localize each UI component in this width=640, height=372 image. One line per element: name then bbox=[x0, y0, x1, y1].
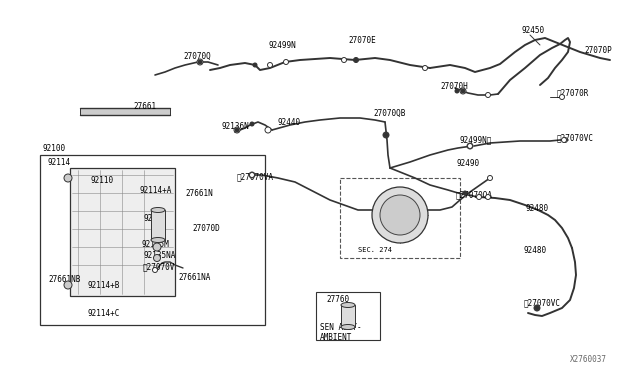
Text: 92114+A: 92114+A bbox=[140, 186, 172, 195]
Bar bbox=[341, 305, 355, 327]
Circle shape bbox=[384, 133, 388, 137]
Text: 92499N: 92499N bbox=[269, 41, 297, 49]
Text: 92480: 92480 bbox=[526, 203, 549, 212]
Text: ‧27070VC: ‧27070VC bbox=[557, 134, 594, 142]
Text: 27070P: 27070P bbox=[584, 45, 612, 55]
Circle shape bbox=[284, 60, 289, 64]
Circle shape bbox=[534, 305, 540, 311]
Text: 92440: 92440 bbox=[278, 118, 301, 126]
Text: ‧27070VA: ‧27070VA bbox=[237, 173, 274, 182]
Bar bbox=[70, 168, 175, 296]
Circle shape bbox=[342, 58, 346, 62]
Ellipse shape bbox=[341, 324, 355, 330]
Circle shape bbox=[486, 195, 490, 199]
Text: AMBIENT: AMBIENT bbox=[320, 333, 353, 341]
Text: 92136N: 92136N bbox=[222, 122, 250, 131]
Circle shape bbox=[561, 138, 566, 142]
Bar bbox=[316, 292, 380, 340]
Circle shape bbox=[461, 89, 465, 93]
Text: 27661NB: 27661NB bbox=[48, 276, 81, 285]
Ellipse shape bbox=[341, 302, 355, 308]
Text: 27661N: 27661N bbox=[185, 189, 212, 198]
Circle shape bbox=[486, 93, 490, 97]
Circle shape bbox=[249, 172, 255, 178]
Circle shape bbox=[372, 187, 428, 243]
Circle shape bbox=[265, 127, 271, 133]
Circle shape bbox=[198, 60, 202, 64]
Circle shape bbox=[455, 89, 459, 93]
Text: 92490: 92490 bbox=[457, 158, 480, 167]
Circle shape bbox=[563, 138, 568, 142]
Text: ‧27070R: ‧27070R bbox=[557, 89, 589, 97]
Text: 92100: 92100 bbox=[42, 144, 65, 153]
Circle shape bbox=[353, 58, 358, 62]
Text: 27070VB: 27070VB bbox=[385, 202, 417, 212]
Ellipse shape bbox=[151, 237, 165, 243]
Text: 92114+C: 92114+C bbox=[87, 308, 120, 317]
Bar bbox=[40, 155, 265, 325]
Ellipse shape bbox=[151, 208, 165, 212]
Circle shape bbox=[236, 128, 239, 132]
Text: 27661NA: 27661NA bbox=[178, 273, 211, 282]
Circle shape bbox=[467, 143, 473, 149]
Text: 27070QB: 27070QB bbox=[373, 109, 405, 118]
Circle shape bbox=[253, 63, 257, 67]
Circle shape bbox=[460, 88, 466, 94]
Bar bbox=[80, 108, 170, 115]
Circle shape bbox=[152, 267, 157, 273]
Circle shape bbox=[422, 65, 428, 71]
Text: 92135M: 92135M bbox=[142, 240, 170, 248]
Circle shape bbox=[354, 58, 358, 62]
Text: SEC. 274: SEC. 274 bbox=[358, 247, 392, 253]
Circle shape bbox=[197, 59, 203, 65]
Text: 92480: 92480 bbox=[524, 246, 547, 254]
Circle shape bbox=[383, 132, 388, 138]
Bar bbox=[151, 210, 165, 240]
Text: ‧27070VC: ‧27070VC bbox=[524, 298, 561, 308]
Text: 92135NA: 92135NA bbox=[143, 250, 175, 260]
Bar bbox=[340, 178, 460, 258]
Text: 92499N‧: 92499N‧ bbox=[460, 135, 492, 144]
Text: ‧27070QA: ‧27070QA bbox=[456, 190, 493, 199]
Circle shape bbox=[64, 174, 72, 182]
Circle shape bbox=[383, 132, 389, 138]
Text: 92114: 92114 bbox=[47, 157, 70, 167]
Circle shape bbox=[488, 176, 493, 180]
Text: 92450: 92450 bbox=[522, 26, 545, 35]
Text: 92130: 92130 bbox=[144, 214, 167, 222]
Circle shape bbox=[463, 191, 467, 195]
Circle shape bbox=[268, 62, 273, 67]
Circle shape bbox=[535, 306, 539, 310]
Circle shape bbox=[380, 195, 420, 235]
Circle shape bbox=[250, 122, 254, 126]
Circle shape bbox=[250, 173, 255, 177]
Text: ‧27070V: ‧27070V bbox=[143, 263, 175, 272]
Circle shape bbox=[234, 127, 240, 133]
Text: 27070E: 27070E bbox=[348, 35, 376, 45]
Text: 27070H: 27070H bbox=[440, 81, 468, 90]
Text: 27070Q: 27070Q bbox=[183, 51, 211, 61]
Circle shape bbox=[534, 305, 540, 311]
Text: SEN ASSY-: SEN ASSY- bbox=[320, 324, 362, 333]
Circle shape bbox=[559, 94, 564, 99]
Circle shape bbox=[64, 281, 72, 289]
Text: 27760: 27760 bbox=[326, 295, 349, 305]
Circle shape bbox=[153, 243, 161, 251]
Circle shape bbox=[477, 195, 481, 199]
Circle shape bbox=[154, 254, 161, 262]
Text: 92110: 92110 bbox=[90, 176, 113, 185]
Circle shape bbox=[467, 144, 472, 148]
Text: 92114+B: 92114+B bbox=[87, 280, 120, 289]
Text: X2760037: X2760037 bbox=[570, 356, 607, 365]
Text: 27661: 27661 bbox=[133, 102, 156, 110]
Text: 27070D: 27070D bbox=[192, 224, 220, 232]
